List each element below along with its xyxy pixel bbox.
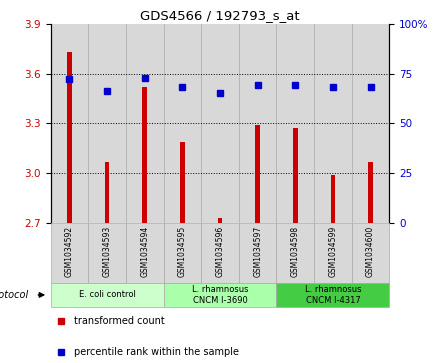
Text: GSM1034599: GSM1034599 — [328, 226, 337, 277]
Text: GSM1034600: GSM1034600 — [366, 226, 375, 277]
Text: GSM1034597: GSM1034597 — [253, 226, 262, 277]
Bar — [164, 283, 276, 307]
Bar — [239, 24, 276, 223]
Text: E. coli control: E. coli control — [79, 290, 136, 299]
Text: GSM1034594: GSM1034594 — [140, 226, 149, 277]
Text: GSM1034593: GSM1034593 — [103, 226, 112, 277]
Bar — [51, 24, 88, 223]
Bar — [352, 223, 389, 283]
Text: GSM1034592: GSM1034592 — [65, 226, 74, 277]
Bar — [352, 24, 389, 223]
Bar — [314, 223, 352, 283]
Bar — [180, 142, 185, 223]
Text: percentile rank within the sample: percentile rank within the sample — [74, 347, 239, 357]
Bar — [239, 223, 276, 283]
Bar — [201, 223, 239, 283]
Bar — [88, 24, 126, 223]
Bar — [105, 162, 109, 223]
Bar — [67, 52, 72, 223]
Text: L. rhamnosus
CNCM I-4317: L. rhamnosus CNCM I-4317 — [304, 285, 361, 305]
Bar — [51, 223, 88, 283]
Bar — [255, 125, 260, 223]
Bar — [164, 223, 201, 283]
Bar — [293, 129, 297, 223]
Bar — [276, 24, 314, 223]
Text: GSM1034598: GSM1034598 — [291, 226, 300, 277]
Bar — [126, 223, 164, 283]
Text: GSM1034595: GSM1034595 — [178, 226, 187, 277]
Bar — [51, 283, 164, 307]
Bar — [126, 24, 164, 223]
Bar — [314, 24, 352, 223]
Bar — [201, 24, 239, 223]
Text: protocol: protocol — [0, 290, 28, 300]
Bar — [88, 223, 126, 283]
Bar — [276, 283, 389, 307]
Bar — [218, 218, 222, 223]
Bar — [368, 162, 373, 223]
Bar — [164, 24, 201, 223]
Bar — [331, 175, 335, 223]
Text: GSM1034596: GSM1034596 — [216, 226, 224, 277]
Title: GDS4566 / 192793_s_at: GDS4566 / 192793_s_at — [140, 9, 300, 23]
Bar — [143, 87, 147, 223]
Bar — [276, 223, 314, 283]
Text: transformed count: transformed count — [74, 316, 165, 326]
Text: L. rhamnosus
CNCM I-3690: L. rhamnosus CNCM I-3690 — [192, 285, 248, 305]
